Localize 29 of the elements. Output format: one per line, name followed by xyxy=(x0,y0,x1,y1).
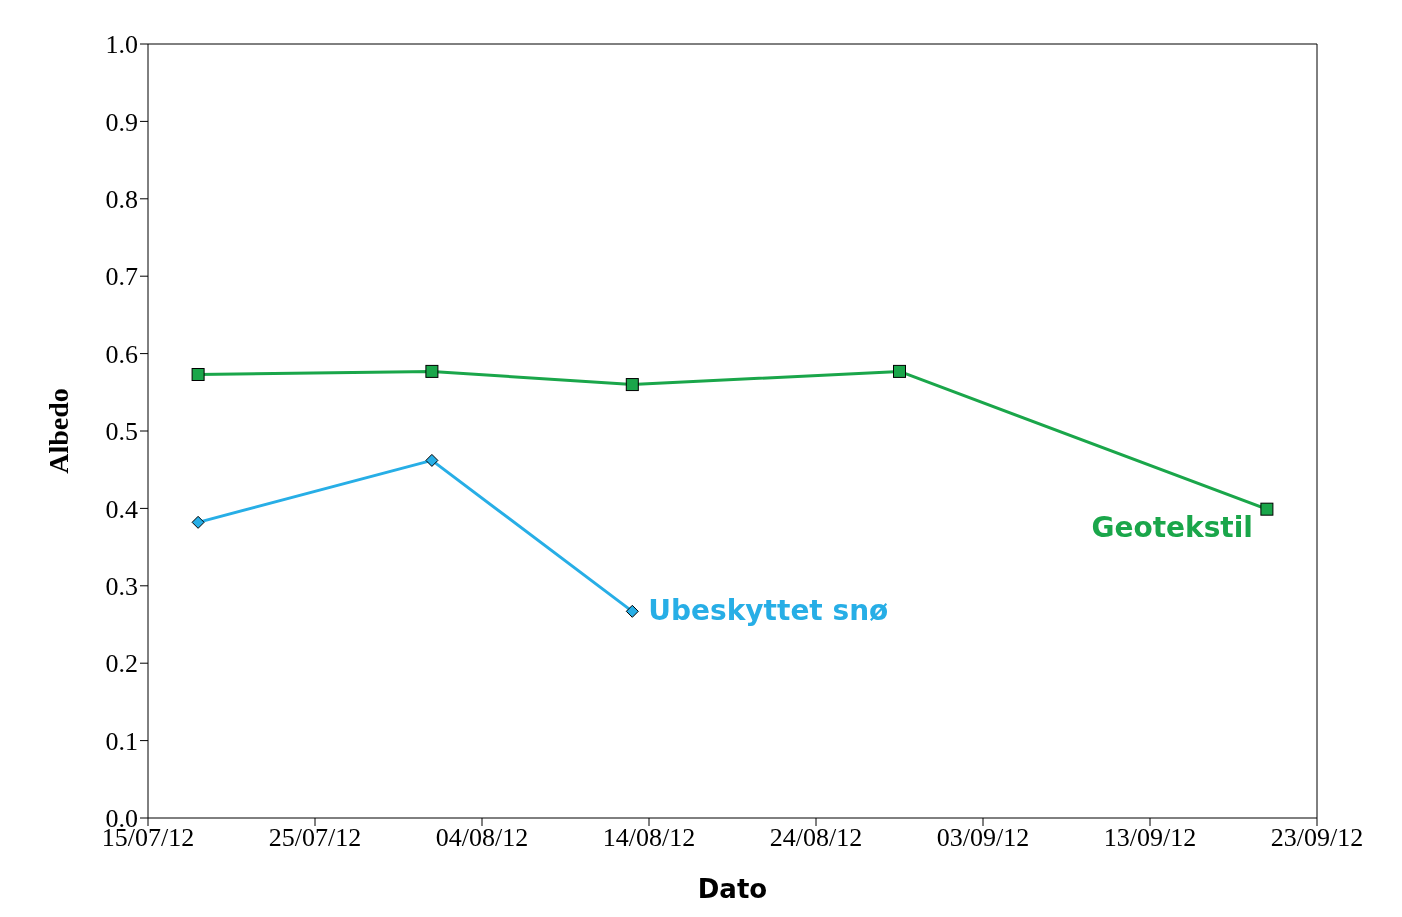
y-tick-label: 0.6 xyxy=(105,339,138,369)
x-axis-title: Dato xyxy=(697,874,768,904)
y-axis-title: Albedo xyxy=(42,388,74,474)
point xyxy=(625,604,639,618)
y-tick-label: 0.7 xyxy=(105,262,138,292)
point xyxy=(893,364,906,378)
y-tick-label: 0.2 xyxy=(105,649,138,679)
series-label: Ubeskyttet snø xyxy=(648,594,889,628)
point xyxy=(191,515,205,529)
y-tick-label: 0.4 xyxy=(105,494,138,524)
y-tick-label: 0.9 xyxy=(105,107,138,137)
x-tick-label: 23/09/12 xyxy=(1270,823,1364,853)
x-tick-label: 24/08/12 xyxy=(769,823,863,853)
series-label: Geotekstil xyxy=(1091,511,1253,545)
y-tick-label: 1.0 xyxy=(105,30,138,60)
x-tick-label: 03/09/12 xyxy=(936,823,1030,853)
x-tick-label: 04/08/12 xyxy=(435,823,529,853)
point xyxy=(425,453,439,467)
y-tick-label: 0.8 xyxy=(105,185,138,215)
y-tick-label: 0.5 xyxy=(105,417,138,447)
y-tick-label: 0.1 xyxy=(105,726,138,756)
point xyxy=(191,368,205,381)
x-tick-label: 13/09/12 xyxy=(1103,823,1197,853)
x-tick-label: 14/08/12 xyxy=(602,823,696,853)
point xyxy=(425,364,439,378)
point xyxy=(625,378,639,392)
point xyxy=(1260,502,1274,516)
x-tick-label: 25/07/12 xyxy=(268,823,362,853)
y-tick-label: 0.3 xyxy=(105,572,138,602)
